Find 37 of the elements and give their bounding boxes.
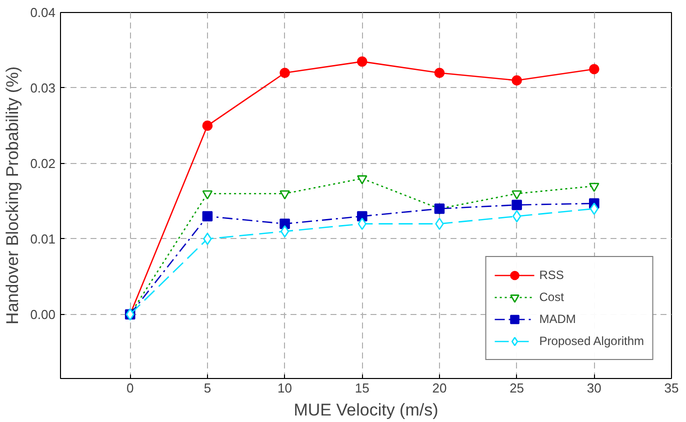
x-tick-label: 15 <box>354 380 370 396</box>
point <box>202 120 213 131</box>
x-tick-label: 35 <box>664 380 679 396</box>
point <box>589 182 600 192</box>
x-tick-label: 20 <box>432 380 447 396</box>
point <box>358 218 366 230</box>
point <box>512 210 522 222</box>
point <box>590 202 598 215</box>
point <box>435 218 444 230</box>
point <box>356 56 368 67</box>
y-axis-title: Handover Blocking Probability (%) <box>3 66 22 324</box>
point <box>280 68 290 78</box>
y-tick-label: 0.04 <box>30 5 56 20</box>
legend-label: RSS <box>539 268 564 282</box>
point <box>589 64 600 74</box>
x-axis-title: MUE Velocity (m/s) <box>294 400 438 420</box>
legend-label: MADM <box>539 312 576 326</box>
point <box>512 200 522 210</box>
y-tick-label: 0.01 <box>30 231 56 246</box>
point <box>512 190 522 200</box>
x-tick-label: 5 <box>204 380 212 396</box>
y-tick-label: 0.00 <box>30 306 56 322</box>
x-tick-label: 30 <box>586 380 602 396</box>
point <box>202 190 213 200</box>
point <box>280 225 290 238</box>
legend-label: Proposed Algorithm <box>539 334 644 348</box>
y-tick-label: 0.02 <box>30 156 56 171</box>
x-tick-label: 10 <box>278 380 292 396</box>
legend-label: Cost <box>539 290 564 304</box>
point <box>356 175 368 184</box>
x-tick-label: 25 <box>510 380 524 396</box>
point <box>434 68 445 78</box>
point <box>202 211 213 222</box>
x-tick-label: 0 <box>126 380 134 396</box>
point <box>280 190 290 200</box>
point <box>512 75 522 86</box>
y-tick-label: 0.03 <box>30 80 56 96</box>
